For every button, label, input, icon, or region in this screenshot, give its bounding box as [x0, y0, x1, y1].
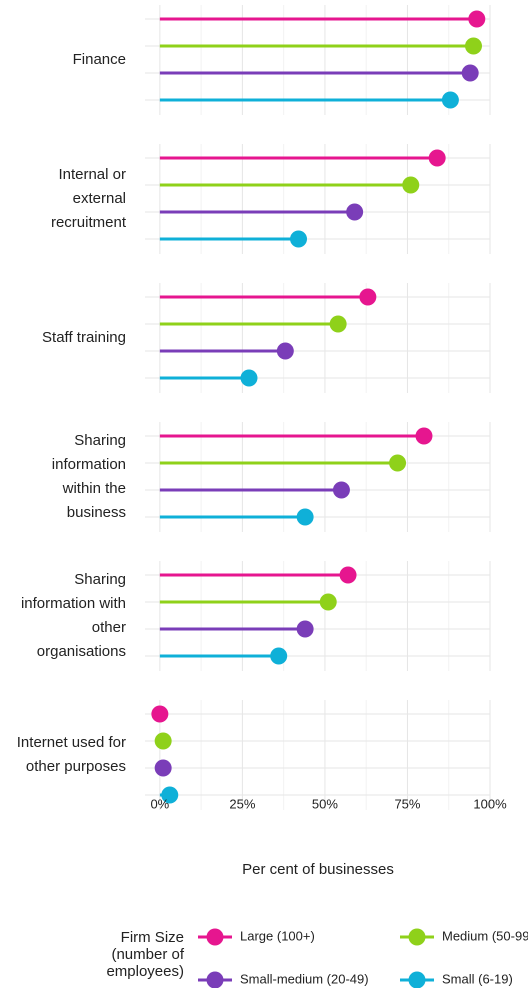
lollipop-dot [154, 732, 172, 750]
legend-key-dot [408, 971, 426, 988]
x-tick-label: 50% [312, 796, 338, 811]
lollipop-dot [461, 64, 479, 82]
facet-label: Sharing information with other organisat… [20, 571, 126, 660]
lollipop-dot [151, 705, 169, 723]
lollipop-dot [329, 315, 347, 333]
facet-label: Internal or external recruitment [50, 166, 126, 231]
legend-key-dot [408, 928, 426, 946]
x-tick-label: 25% [229, 796, 255, 811]
lollipop-dot [240, 369, 258, 387]
lollipop-dot [296, 620, 314, 638]
lollipop-dot [359, 288, 377, 306]
lollipop-dot [290, 230, 308, 248]
facet-label: Finance [72, 51, 126, 68]
facet-label: Internet used for other purposes [16, 734, 126, 775]
lollipop-dot [389, 454, 407, 472]
lollipop-dot [464, 37, 482, 55]
x-tick-label: 0% [150, 796, 169, 811]
lollipop-dot [161, 786, 179, 804]
facet-label: Sharing information within the business [51, 432, 126, 521]
legend-label: Medium (50-99) [442, 928, 528, 943]
lollipop-dot [332, 481, 350, 499]
lollipop-dot [346, 203, 364, 221]
lollipop-dot [339, 566, 357, 584]
lollipop-dot [402, 176, 420, 194]
lollipop-dot [441, 91, 459, 109]
legend-label: Small (6-19) [442, 971, 513, 986]
legend-key-dot [206, 971, 224, 988]
lollipop-dot [296, 508, 314, 526]
x-tick-label: 100% [473, 796, 507, 811]
x-axis-label: Per cent of businesses [242, 861, 394, 878]
lollipop-dot [319, 593, 337, 611]
x-tick-label: 75% [394, 796, 420, 811]
lollipop-dot [415, 427, 433, 445]
legend-label: Large (100+) [240, 928, 315, 943]
lollipop-dot [270, 647, 288, 665]
lollipop-dot [468, 10, 486, 28]
legend-label: Small-medium (20-49) [240, 971, 369, 986]
legend-key-dot [206, 928, 224, 946]
legend-title: Firm Size (number of employees) [106, 929, 184, 980]
lollipop-dot [154, 759, 172, 777]
lollipop-dot [428, 149, 446, 167]
facet-label: Staff training [42, 329, 126, 346]
lollipop-dot [276, 342, 294, 360]
